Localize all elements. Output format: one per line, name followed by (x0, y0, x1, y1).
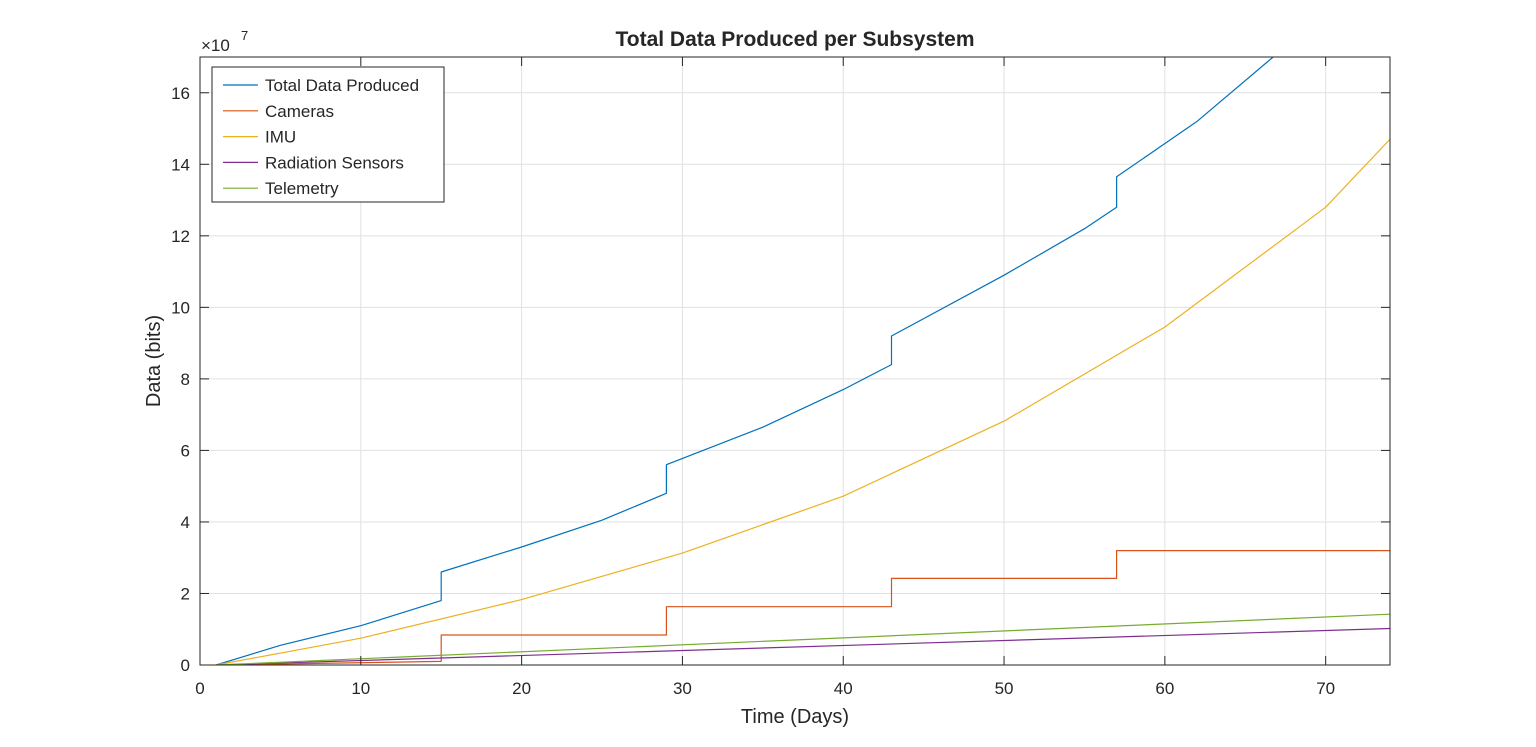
series-line-radiation-sensors (216, 627, 1390, 665)
x-tick-label: 60 (1155, 679, 1174, 698)
x-tick-label: 20 (512, 679, 531, 698)
legend-label: Radiation Sensors (265, 153, 404, 172)
x-tick-label: 30 (673, 679, 692, 698)
series-line-imu (215, 138, 1390, 665)
y-tick-label: 0 (181, 656, 190, 675)
legend-box (211, 66, 445, 203)
y-exponent-power: 7 (241, 28, 248, 43)
series-line-cameras (216, 549, 1390, 665)
y-axis-label: Data (bits) (143, 315, 165, 407)
y-tick-label: 16 (171, 84, 190, 103)
y-tick-label: 2 (181, 584, 190, 603)
legend-label: IMU (265, 128, 296, 147)
y-tick-label: 6 (181, 441, 190, 460)
y-tick-label: 10 (171, 298, 190, 317)
x-tick-label: 50 (995, 679, 1014, 698)
y-axis-exponent: ×10 7 (201, 28, 248, 55)
plot-area-frame (199, 56, 1391, 666)
x-tick-label: 10 (351, 679, 370, 698)
y-tick-label: 14 (171, 155, 190, 174)
x-tick-label: 40 (834, 679, 853, 698)
legend-label: Cameras (265, 102, 334, 121)
legend-label: Telemetry (265, 179, 339, 198)
x-axis-label: Time (Days) (741, 706, 849, 728)
legend: Total Data Produced Cameras IMU Radiation S… (211, 66, 445, 203)
legend-label: Total Data Produced (265, 76, 419, 95)
chart-title: Total Data Produced per Subsystem (615, 28, 974, 51)
y-exponent-base: ×10 (201, 36, 230, 55)
x-tick-label: 70 (1316, 679, 1335, 698)
y-tick-label: 8 (181, 370, 190, 389)
series-layer (215, 57, 1390, 665)
y-tick-label: 12 (171, 227, 190, 246)
y-tick-label: 4 (181, 513, 190, 532)
series-line-total-data-produced (215, 57, 1275, 665)
axis-ticks: 0 10 20 30 40 50 60 70 0 2 4 6 8 10 12 14 16 (171, 57, 1390, 698)
x-tick-label: 0 (195, 679, 204, 698)
series-line-telemetry (216, 613, 1390, 665)
grid-lines (200, 57, 1390, 665)
